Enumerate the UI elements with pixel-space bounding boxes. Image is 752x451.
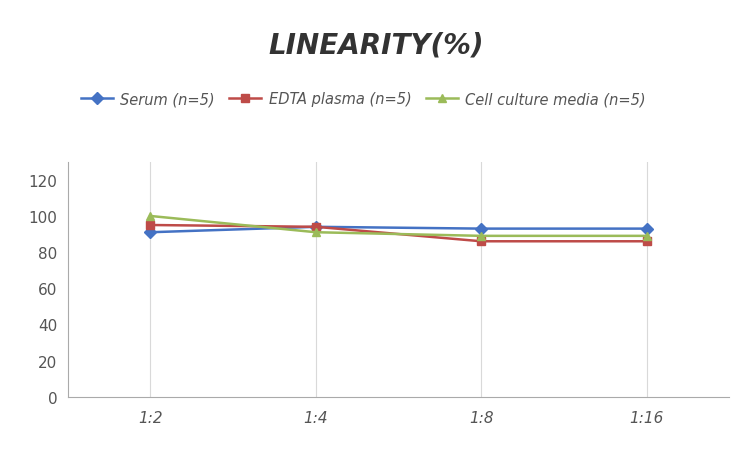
Line: Serum (n=5): Serum (n=5): [146, 223, 651, 237]
Serum (n=5): [477, 226, 486, 232]
Cell culture media (n=5): [311, 230, 320, 235]
Serum (n=5): [642, 226, 651, 232]
Serum (n=5): [146, 230, 155, 235]
EDTA plasma (n=5): [642, 239, 651, 244]
EDTA plasma (n=5): [311, 225, 320, 230]
Text: LINEARITY(%): LINEARITY(%): [268, 32, 484, 60]
Cell culture media (n=5): [642, 234, 651, 239]
Cell culture media (n=5): [477, 234, 486, 239]
Serum (n=5): [311, 225, 320, 230]
Cell culture media (n=5): [146, 214, 155, 219]
Legend: Serum (n=5), EDTA plasma (n=5), Cell culture media (n=5): Serum (n=5), EDTA plasma (n=5), Cell cul…: [75, 86, 652, 113]
Line: Cell culture media (n=5): Cell culture media (n=5): [146, 212, 651, 240]
Line: EDTA plasma (n=5): EDTA plasma (n=5): [146, 221, 651, 246]
EDTA plasma (n=5): [477, 239, 486, 244]
EDTA plasma (n=5): [146, 223, 155, 228]
